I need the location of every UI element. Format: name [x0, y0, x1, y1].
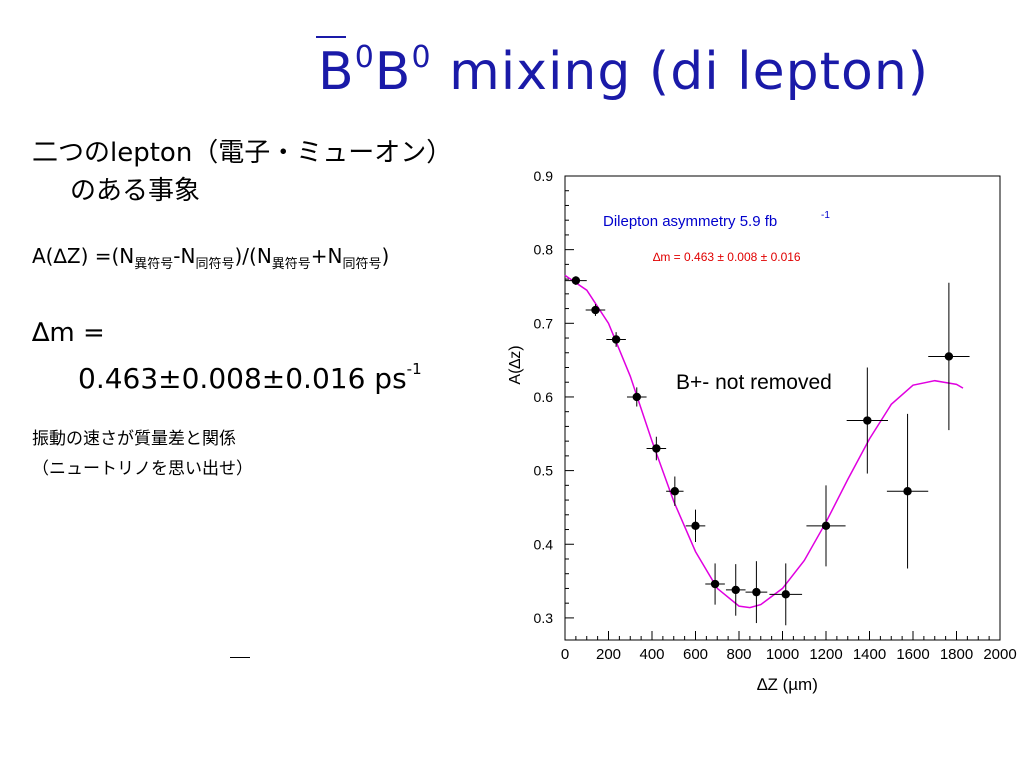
data-point	[752, 587, 761, 597]
chart-title: Dilepton asymmetry 5.9 fb	[603, 213, 777, 230]
y-tick-label: 0.5	[534, 463, 554, 479]
x-tick-label: 2000	[983, 646, 1016, 663]
x-tick-label: 1200	[809, 646, 842, 663]
fit-result-label: ∆m = 0.463 ± 0.008 ± 0.016	[653, 250, 801, 264]
y-tick-label: 0.6	[534, 389, 554, 405]
plot-frame	[564, 175, 1001, 641]
x-tick-label: 200	[596, 646, 621, 663]
data-point	[863, 416, 872, 425]
slide-title: B0B0 mixing (di lepton)	[318, 40, 930, 102]
asymmetry-chart: 0 200 400 600 800 1000 1200 1400 1600 1800 2000 0.3…	[507, 168, 1017, 694]
small-dash	[230, 657, 250, 658]
data-point	[903, 487, 912, 496]
data-point	[710, 579, 720, 589]
y-tick-label: 0.9	[534, 168, 554, 184]
note-line1: 振動の速さが質量差と関係	[32, 429, 236, 449]
x-tick-label: 1800	[940, 646, 973, 663]
y-tick-label: 0.3	[534, 610, 554, 626]
fit-curve	[564, 274, 964, 609]
data-point	[571, 276, 581, 285]
data-point	[944, 352, 954, 361]
data-point	[632, 392, 641, 402]
x-axis-label: ∆Z (µm)	[757, 675, 818, 694]
y-tick-label: 0.8	[534, 242, 554, 258]
dm-value: 0.463±0.008±0.016 ps-1	[78, 360, 422, 395]
event-description-line2: のある事象	[70, 176, 201, 206]
dm-label: ∆m =	[32, 318, 105, 348]
asymmetry-formula: A(∆Z) =(N異符号-N同符号)/(N異符号+N同符号)	[32, 244, 390, 272]
x-tick-label: 1000	[766, 646, 799, 663]
data-point	[670, 487, 680, 496]
data-point	[611, 335, 621, 344]
annotation-label: B+- not removed	[676, 371, 832, 394]
x-tick-label: 600	[683, 646, 708, 663]
data-point	[591, 305, 600, 315]
data-point	[652, 444, 661, 453]
chart-title-superscript: -1	[821, 210, 830, 221]
title-overbar	[316, 36, 346, 38]
y-axis-label: A(∆z)	[507, 345, 524, 384]
event-description-line1: 二つのlepton（電子・ミューオン）	[32, 138, 453, 168]
x-tick-label: 800	[726, 646, 751, 663]
data-point	[691, 521, 700, 531]
data-point	[781, 590, 790, 599]
x-tick-label: 400	[639, 646, 664, 663]
note-line2: （ニュートリノを思い出せ）	[32, 459, 253, 479]
y-tick-label: 0.7	[534, 315, 554, 331]
y-tick-label: 0.4	[534, 536, 554, 552]
x-tick-label: 0	[561, 646, 569, 663]
data-point	[731, 585, 740, 595]
data-point	[821, 521, 831, 531]
x-tick-label: 1600	[896, 646, 929, 663]
x-tick-label: 1400	[853, 646, 886, 663]
